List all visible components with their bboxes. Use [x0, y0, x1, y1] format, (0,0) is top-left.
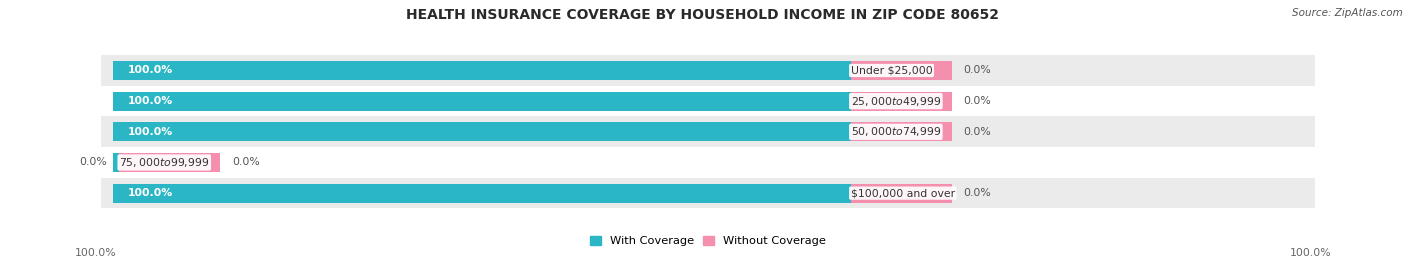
Text: $25,000 to $49,999: $25,000 to $49,999	[851, 95, 941, 108]
Text: 0.0%: 0.0%	[963, 188, 991, 198]
Text: Source: ZipAtlas.com: Source: ZipAtlas.com	[1292, 8, 1403, 18]
Text: 0.0%: 0.0%	[232, 157, 260, 168]
Text: 0.0%: 0.0%	[79, 157, 107, 168]
Bar	[120, 153, 221, 172]
Bar	[101, 147, 1315, 178]
Text: 100.0%: 100.0%	[128, 127, 173, 137]
Bar	[101, 55, 1315, 86]
Text: 0.0%: 0.0%	[963, 65, 991, 76]
Bar	[101, 178, 1315, 208]
Text: 100.0%: 100.0%	[128, 65, 173, 76]
Text: $75,000 to $99,999: $75,000 to $99,999	[120, 156, 209, 169]
Bar	[112, 61, 851, 80]
Bar	[112, 153, 120, 172]
Bar	[851, 184, 952, 203]
Text: 100.0%: 100.0%	[75, 248, 117, 258]
Text: $100,000 and over: $100,000 and over	[851, 188, 955, 198]
Text: 0.0%: 0.0%	[963, 96, 991, 106]
Text: 100.0%: 100.0%	[128, 96, 173, 106]
Text: 100.0%: 100.0%	[1289, 248, 1331, 258]
Text: Under $25,000: Under $25,000	[851, 65, 932, 76]
Text: HEALTH INSURANCE COVERAGE BY HOUSEHOLD INCOME IN ZIP CODE 80652: HEALTH INSURANCE COVERAGE BY HOUSEHOLD I…	[406, 8, 1000, 22]
Bar	[851, 92, 952, 111]
Bar	[101, 86, 1315, 116]
Text: 0.0%: 0.0%	[963, 127, 991, 137]
Bar	[101, 116, 1315, 147]
Bar	[112, 92, 851, 111]
Bar	[112, 184, 851, 203]
Bar	[851, 61, 952, 80]
Legend: With Coverage, Without Coverage: With Coverage, Without Coverage	[591, 236, 825, 246]
Text: $50,000 to $74,999: $50,000 to $74,999	[851, 125, 941, 138]
Bar	[112, 122, 851, 141]
Text: 100.0%: 100.0%	[128, 188, 173, 198]
Bar	[851, 122, 952, 141]
